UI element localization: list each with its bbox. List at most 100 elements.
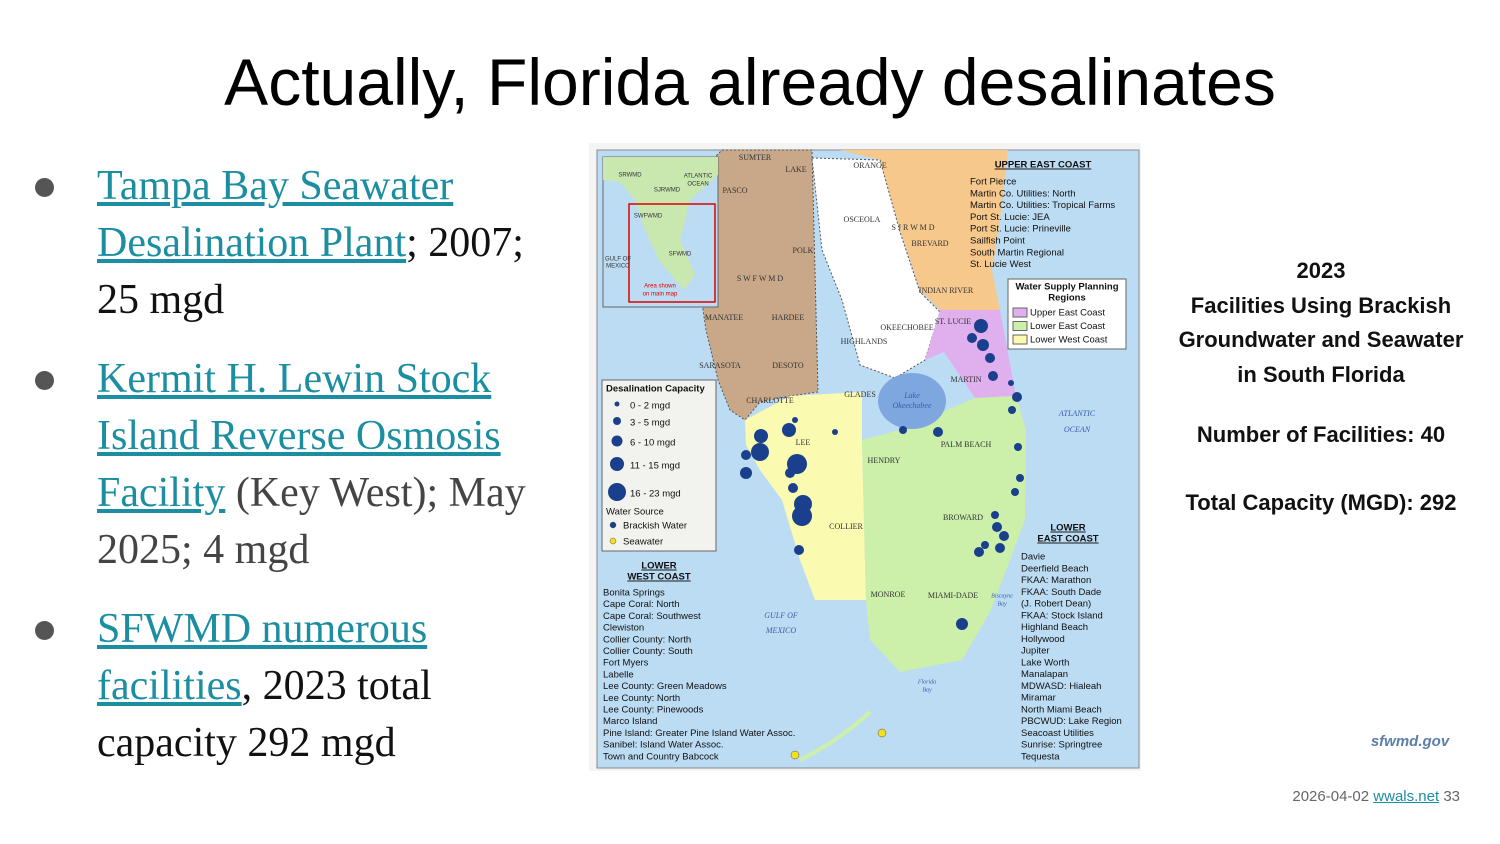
map-label: HARDEE bbox=[772, 313, 805, 322]
facility-dot bbox=[740, 467, 752, 479]
list-title: UPPER EAST COAST bbox=[995, 160, 1092, 171]
link[interactable]: Kermit H. Lewin Stock Island Reverse Osm… bbox=[97, 356, 501, 516]
legend-item: 6 - 10 mgd bbox=[630, 438, 675, 449]
map-label: MIAMI-DADE bbox=[928, 591, 978, 600]
map-label: MANATEE bbox=[705, 313, 743, 322]
facility-dot bbox=[988, 371, 998, 381]
map-label: PASCO bbox=[722, 186, 747, 195]
facility-dot bbox=[899, 426, 907, 434]
legend-item: Upper East Coast bbox=[1030, 308, 1105, 319]
facility-dot bbox=[977, 339, 989, 351]
list-item: Manalapan bbox=[1021, 669, 1068, 680]
inset-label: SFWMD bbox=[669, 252, 692, 258]
legend-swatch bbox=[1012, 321, 1028, 331]
bullet-list: Tampa Bay Seawater Desalination Plant; 2… bbox=[0, 158, 580, 794]
bullet: Tampa Bay Seawater Desalination Plant; 2… bbox=[0, 158, 565, 329]
legend-item: 16 - 23 mgd bbox=[630, 489, 681, 500]
map-label: SUMTER bbox=[739, 153, 772, 162]
logo: sfwmd.gov bbox=[1371, 733, 1451, 750]
lake bbox=[878, 373, 946, 429]
legend-title: Regions bbox=[1048, 293, 1085, 304]
facility-dot bbox=[794, 545, 804, 555]
list-item: Lee County: Pinewoods bbox=[603, 705, 704, 716]
page-number: 33 bbox=[1443, 788, 1460, 805]
legend-item: 3 - 5 mgd bbox=[630, 418, 670, 429]
facility-dot bbox=[981, 541, 989, 549]
facility-dot bbox=[1008, 406, 1016, 414]
map-label: BROWARD bbox=[943, 513, 983, 522]
map-label: LAKE bbox=[785, 165, 806, 174]
inset-label: MEXICO bbox=[606, 264, 630, 270]
inset-label: SRWMD bbox=[618, 173, 642, 179]
list-title: LOWER bbox=[641, 561, 676, 572]
list-item: Lee County: Green Meadows bbox=[603, 681, 727, 692]
list-item: Highland Beach bbox=[1021, 622, 1088, 633]
list-item: Tequesta bbox=[1021, 751, 1060, 762]
map-label: Florida bbox=[917, 679, 936, 685]
link[interactable]: Tampa Bay Seawater Desalination Plant bbox=[97, 163, 454, 266]
facility-dot bbox=[741, 450, 751, 460]
legend-dot bbox=[613, 417, 621, 425]
list-item: St. Lucie West bbox=[970, 259, 1031, 270]
legend-item: Brackish Water bbox=[623, 521, 687, 532]
bullet: SFWMD numerous facilities, 2023 total ca… bbox=[0, 601, 565, 772]
facility-dot bbox=[782, 423, 796, 437]
legend-dot bbox=[610, 457, 624, 471]
facility-dot bbox=[754, 429, 768, 443]
map-label: MEXICO bbox=[765, 626, 796, 635]
list-item: Port St. Lucie: JEA bbox=[970, 212, 1050, 223]
list-item: MDWASD: Hialeah bbox=[1021, 681, 1101, 692]
list-item: Lake Worth bbox=[1021, 657, 1069, 668]
list-item: Pine Island: Greater Pine Island Water A… bbox=[603, 728, 795, 739]
legend-dot bbox=[614, 401, 620, 407]
map-label: PALM BEACH bbox=[941, 440, 992, 449]
list-item: Marco Island bbox=[603, 716, 657, 727]
footer: 2026-04-02 wwals.net 33 bbox=[1292, 788, 1460, 805]
bullet-text: ; 2007; 25 mgd bbox=[97, 220, 524, 323]
facility-dot bbox=[1012, 392, 1022, 402]
list-item: Town and Country Babcock bbox=[603, 751, 719, 762]
link[interactable]: SFWMD numerous facilities bbox=[97, 606, 428, 709]
legend-item: 0 - 2 mgd bbox=[630, 401, 670, 412]
list-item: Martin Co. Utilities: North bbox=[970, 188, 1076, 199]
facility-dot bbox=[792, 506, 812, 526]
facility-dot bbox=[992, 522, 1002, 532]
legend-dot bbox=[609, 537, 617, 545]
list-item: FKAA: Stock Island bbox=[1021, 610, 1103, 621]
legend-box bbox=[1007, 278, 1127, 350]
heading-line: Facilities Using Brackish bbox=[1190, 292, 1452, 318]
list-item: Collier County: North bbox=[603, 634, 691, 645]
legend-item: 11 - 15 mgd bbox=[630, 461, 680, 472]
list-item: Hollywood bbox=[1021, 634, 1065, 645]
heading-line: Groundwater and Seawater bbox=[1178, 327, 1464, 352]
facility-dot bbox=[995, 543, 1005, 553]
facility-dot bbox=[999, 531, 1009, 541]
map-label: HENDRY bbox=[868, 456, 901, 465]
bullet-text: (Key West); May 2025; 4 mgd bbox=[97, 470, 526, 573]
facility-dot bbox=[790, 750, 800, 760]
list-item: Collier County: South bbox=[603, 646, 693, 657]
map-label: S J R W M D bbox=[891, 223, 934, 232]
legend-dot bbox=[608, 483, 626, 501]
list-title: EAST COAST bbox=[1037, 534, 1098, 545]
facility-dot bbox=[974, 547, 984, 557]
footer-link[interactable]: wwals.net bbox=[1373, 788, 1440, 805]
list-item: Martin Co. Utilities: Tropical Farms bbox=[970, 200, 1115, 211]
map-label: Bay bbox=[997, 601, 1007, 607]
map-label: LEE bbox=[796, 438, 811, 447]
map-label: OKEECHOBEE bbox=[880, 323, 933, 332]
list-item: (J. Robert Dean) bbox=[1021, 599, 1091, 610]
list-item: PBCWUD: Lake Region bbox=[1021, 716, 1122, 727]
sjrwmd-region bbox=[840, 150, 1008, 310]
inset-label: SJRWMD bbox=[654, 188, 681, 194]
bullet: Kermit H. Lewin Stock Island Reverse Osm… bbox=[0, 351, 565, 579]
map-label: Okeechobee bbox=[892, 401, 932, 410]
map-label: HIGHLANDS bbox=[841, 337, 888, 346]
map-label: Biscayne bbox=[991, 593, 1013, 599]
map-label: DESOTO bbox=[772, 361, 804, 370]
map-label: INDIAN RIVER bbox=[919, 286, 974, 295]
facility-dot bbox=[974, 319, 988, 333]
list-item: North Miami Beach bbox=[1021, 704, 1102, 715]
